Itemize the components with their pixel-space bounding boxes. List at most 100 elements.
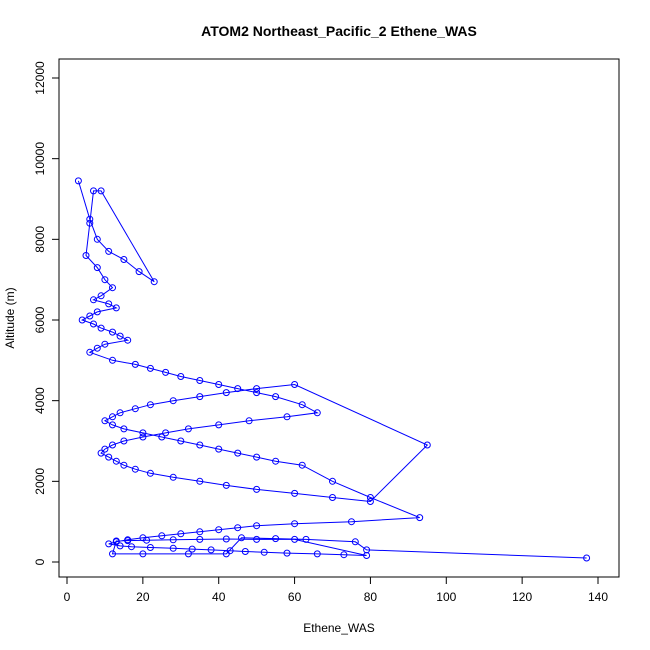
- chart-title: ATOM2 Northeast_Pacific_2 Ethene_WAS: [201, 23, 477, 39]
- data-point: [158, 532, 166, 540]
- y-axis: 0 2000 4000 6000 8000 10000 12000: [33, 61, 60, 565]
- data-point: [416, 514, 424, 522]
- x-tick-label: 100: [436, 590, 456, 604]
- y-tick-label: 12000: [33, 61, 47, 95]
- data-point: [196, 535, 204, 543]
- data-point: [109, 284, 116, 292]
- data-point: [150, 278, 158, 286]
- x-tick-label: 40: [212, 590, 226, 604]
- x-tick-label: 60: [288, 590, 302, 604]
- data-point: [291, 535, 299, 543]
- data-point: [120, 256, 128, 263]
- data-point: [253, 522, 261, 530]
- data-point: [245, 417, 253, 425]
- data-point: [196, 441, 204, 449]
- data-point: [139, 550, 147, 558]
- data-point: [177, 373, 185, 380]
- data-point: [90, 187, 97, 195]
- data-point: [162, 429, 170, 437]
- data-point: [139, 534, 147, 542]
- y-tick-label: 8000: [33, 226, 47, 253]
- data-point: [146, 544, 154, 551]
- data-point: [241, 548, 249, 555]
- data-point: [131, 360, 139, 368]
- data-point: [177, 437, 185, 445]
- data-point: [86, 219, 94, 227]
- data-point: [112, 304, 120, 312]
- data-point: [139, 433, 147, 441]
- y-tick-label: 6000: [33, 306, 47, 333]
- data-point: [93, 344, 101, 352]
- x-tick-label: 20: [136, 590, 150, 604]
- y-tick-label: 4000: [33, 387, 47, 414]
- data-point: [169, 544, 177, 552]
- data-point: [93, 308, 101, 316]
- data-point: [222, 535, 230, 543]
- x-tick-label: 120: [512, 590, 532, 604]
- data-point: [291, 520, 299, 528]
- data-point: [196, 477, 204, 485]
- data-point: [215, 381, 223, 388]
- data-point: [124, 336, 132, 344]
- data-point: [90, 320, 97, 328]
- data-point: [105, 247, 113, 255]
- data-point: [105, 453, 113, 461]
- data-point: [116, 332, 124, 340]
- data-point: [109, 550, 116, 558]
- series-lines: [77, 180, 587, 559]
- data-point: [90, 296, 97, 304]
- data-point: [298, 401, 306, 409]
- data-point: [207, 546, 215, 554]
- data-point: [112, 457, 120, 465]
- data-point: [86, 312, 94, 320]
- data-point: [222, 389, 230, 397]
- data-point: [366, 498, 374, 505]
- data-point: [215, 421, 223, 429]
- data-point: [105, 300, 113, 308]
- data-point: [86, 215, 94, 223]
- data-point: [109, 421, 116, 429]
- data-point: [139, 429, 147, 437]
- data-point: [366, 494, 374, 501]
- data-point: [162, 368, 170, 376]
- x-axis-label: Ethene_WAS: [303, 621, 375, 635]
- data-point: [351, 538, 359, 546]
- data-point: [97, 292, 105, 300]
- data-point: [101, 340, 109, 348]
- data-point: [329, 494, 336, 501]
- series-points: [74, 177, 591, 562]
- data-point: [109, 356, 116, 364]
- x-tick-label: 140: [588, 590, 608, 604]
- data-point: [222, 550, 230, 558]
- data-point: [120, 461, 128, 469]
- data-point: [298, 461, 306, 469]
- data-point: [253, 535, 261, 543]
- data-point: [283, 549, 291, 557]
- data-point: [184, 550, 192, 558]
- data-point: [101, 445, 109, 453]
- data-point: [253, 453, 261, 461]
- data-point: [146, 364, 154, 372]
- data-point: [112, 537, 120, 545]
- data-point: [177, 530, 185, 538]
- x-tick-label: 0: [64, 590, 71, 604]
- y-tick-label: 0: [33, 558, 47, 565]
- x-axis: 0 20 40 60 80 100 120 140: [64, 576, 608, 604]
- data-point: [188, 545, 196, 553]
- data-point: [253, 389, 261, 397]
- data-point: [272, 535, 280, 543]
- data-point: [93, 264, 101, 272]
- data-point: [101, 417, 109, 425]
- data-point: [291, 489, 299, 497]
- data-point: [120, 425, 128, 433]
- plot-frame: [58, 58, 620, 578]
- data-point: [215, 445, 223, 453]
- data-point: [97, 324, 105, 332]
- data-point: [302, 535, 310, 543]
- data-point: [93, 235, 101, 243]
- data-point: [423, 441, 431, 449]
- data-point: [131, 465, 139, 473]
- x-tick-label: 80: [364, 590, 378, 604]
- data-point: [196, 528, 204, 536]
